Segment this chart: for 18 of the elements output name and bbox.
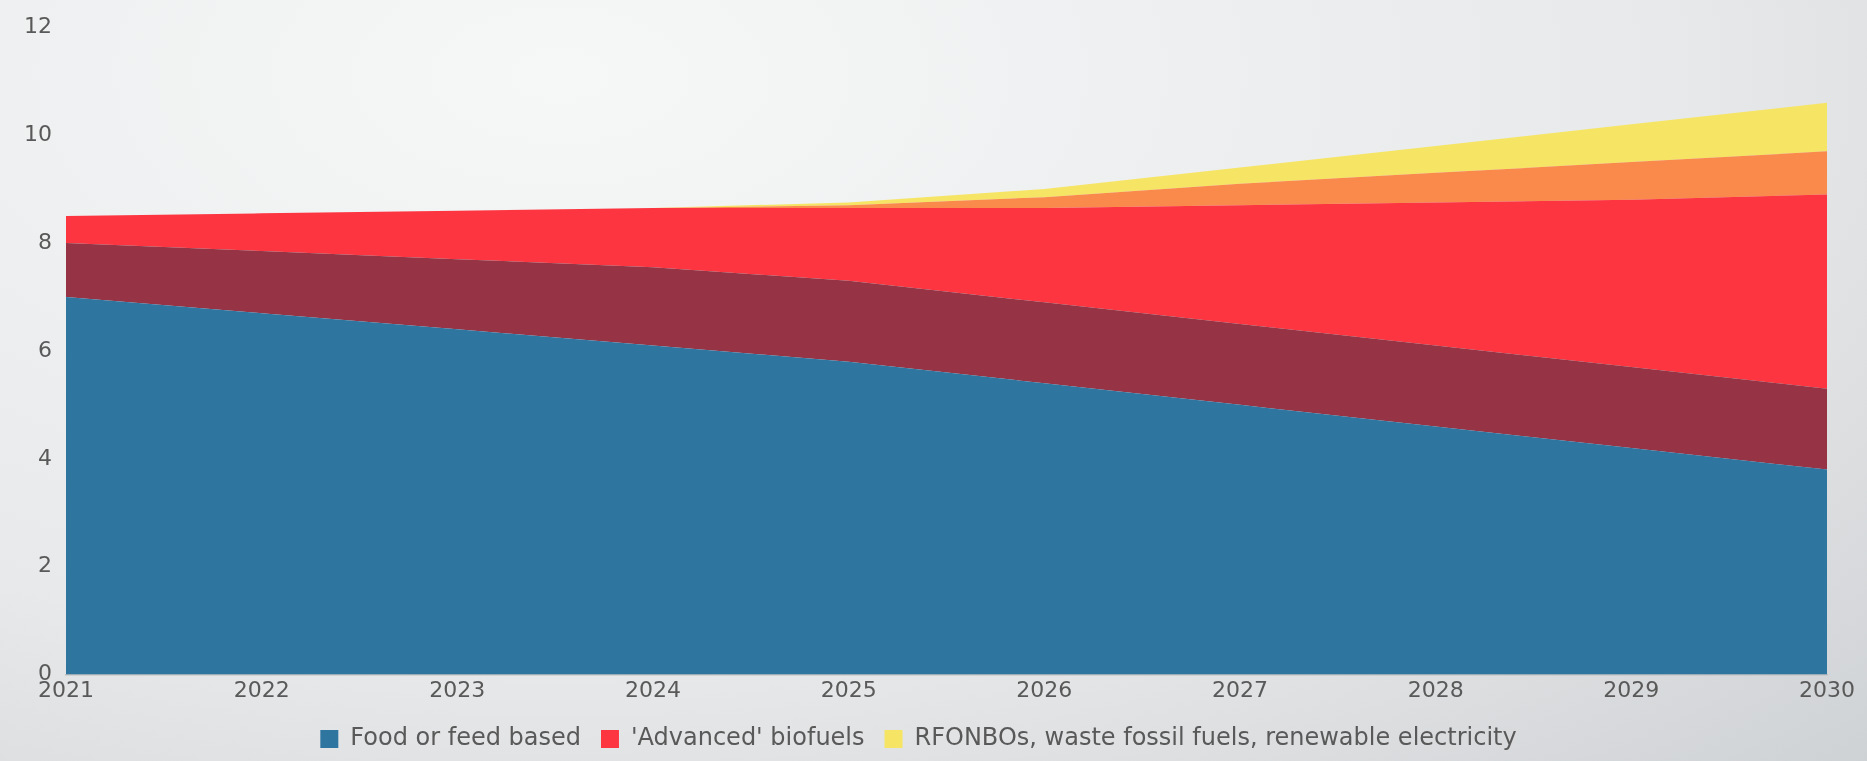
legend-label: RFONBOs, waste fossil fuels, renewable electricity (914, 723, 1517, 752)
x-tick-label: 2028 (1407, 676, 1464, 702)
x-tick-label: 2024 (625, 676, 681, 702)
y-tick-label: 4 (37, 444, 52, 470)
legend-label: 'Advanced' biofuels (630, 723, 865, 752)
x-tick-label: 2026 (1016, 676, 1073, 702)
x-tick-label: 2029 (1603, 676, 1660, 702)
y-tick-label: 12 (23, 12, 52, 38)
y-tick-label: 2 (37, 552, 52, 578)
x-tick-label: 2027 (1212, 676, 1268, 702)
x-tick-label: 2023 (429, 676, 486, 702)
x-tick-label: 2022 (233, 676, 290, 702)
x-tick-label: 2030 (1799, 676, 1855, 702)
legend-label: Food or feed based (350, 723, 581, 752)
x-tick-label: 2025 (820, 676, 877, 702)
y-tick-label: 10 (23, 120, 52, 146)
y-tick-label: 6 (37, 336, 52, 362)
y-tick-label: 8 (37, 228, 52, 254)
